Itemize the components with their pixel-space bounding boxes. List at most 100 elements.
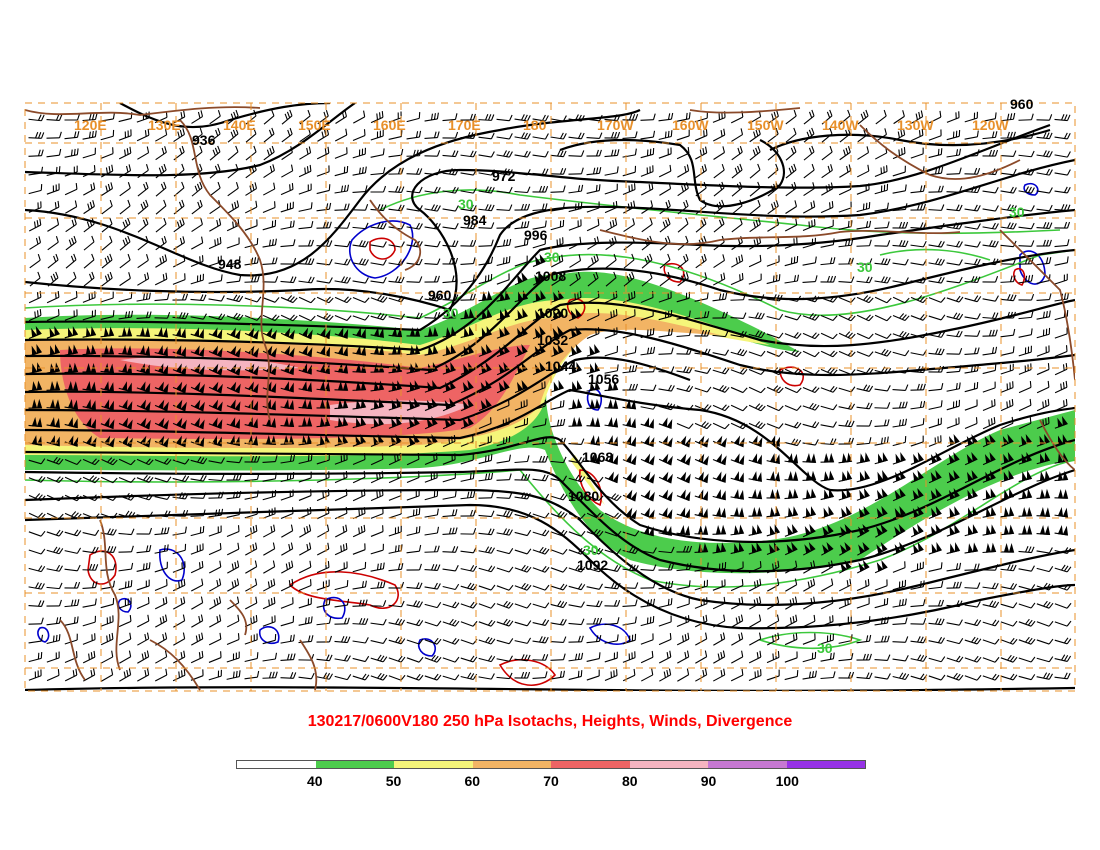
wind-barb xyxy=(731,199,743,215)
wind-barb xyxy=(640,165,654,177)
wind-barb xyxy=(514,238,529,248)
wind-barb xyxy=(784,255,799,267)
wind-barb xyxy=(640,130,656,140)
wind-barb xyxy=(478,132,495,140)
wind-barb xyxy=(1036,114,1053,121)
wind-barb xyxy=(785,127,797,143)
wind-barb xyxy=(442,168,459,176)
wind-barb xyxy=(1054,239,1070,248)
wind-barb xyxy=(155,235,167,251)
wind-barb xyxy=(964,186,981,194)
wind-barb xyxy=(316,221,332,229)
wind-barb xyxy=(316,296,334,304)
wind-barb xyxy=(101,271,113,287)
wind-barb xyxy=(154,293,170,302)
isotach-label: 30 xyxy=(1009,204,1025,220)
wind-barb xyxy=(64,113,81,121)
wind-barb xyxy=(874,258,891,266)
wind-barb xyxy=(784,237,798,249)
wind-barb xyxy=(568,236,582,250)
wind-barb xyxy=(101,217,113,233)
wind-barb xyxy=(964,241,981,248)
wind-barb xyxy=(928,110,942,124)
wind-barb xyxy=(550,168,567,175)
height-label-1080: 1080 xyxy=(568,488,599,504)
wind-barb xyxy=(227,109,239,125)
wind-barb xyxy=(406,312,423,320)
wind-barb xyxy=(622,291,636,304)
wind-barb xyxy=(245,127,257,143)
wind-barb xyxy=(316,146,330,160)
wind-barb xyxy=(280,239,296,248)
wind-barb xyxy=(478,113,495,121)
wind-barb xyxy=(28,131,45,139)
wind-barb xyxy=(659,182,672,196)
wind-barb xyxy=(226,274,242,284)
wind-barb xyxy=(749,163,761,179)
wind-barb xyxy=(424,326,439,338)
wind-barb xyxy=(730,273,744,286)
wind-barb xyxy=(119,164,132,178)
isotach-label: 30 xyxy=(817,640,833,656)
wind-barb xyxy=(334,296,352,304)
wind-barb xyxy=(532,151,549,158)
wind-barb xyxy=(370,312,388,321)
wind-barb xyxy=(460,257,476,265)
wind-barb xyxy=(802,237,816,249)
wind-barb xyxy=(191,110,204,124)
wind-barb xyxy=(749,128,761,143)
wind-barb xyxy=(803,145,815,161)
wind-barb xyxy=(640,291,654,303)
wind-barb xyxy=(1054,204,1071,212)
height-label-948: 948 xyxy=(218,256,242,272)
wind-barb xyxy=(263,127,275,143)
wind-barb xyxy=(46,200,60,214)
wind-barb xyxy=(784,218,798,232)
wind-barb xyxy=(262,327,277,340)
wind-barb xyxy=(1000,112,1016,122)
wind-barb xyxy=(587,236,600,250)
wind-barb xyxy=(586,308,600,322)
wind-barb xyxy=(928,148,943,159)
wind-barb xyxy=(155,217,167,233)
wind-barb xyxy=(532,133,549,140)
wind-barb xyxy=(172,254,186,268)
wind-barb xyxy=(209,218,222,232)
wind-barb xyxy=(587,271,599,287)
wind-barb xyxy=(101,182,113,196)
wind-barb xyxy=(748,312,765,320)
wind-barb xyxy=(928,204,945,211)
wind-barb xyxy=(298,276,315,284)
wind-barb xyxy=(766,313,784,321)
wind-barb xyxy=(568,184,584,194)
wind-barb xyxy=(605,271,617,287)
wind-barb xyxy=(155,199,167,215)
wind-barb xyxy=(29,271,41,287)
wind-barb xyxy=(892,165,906,177)
wind-barb xyxy=(478,256,494,266)
wind-barb xyxy=(622,327,636,339)
wind-barb xyxy=(370,185,387,193)
wind-barb xyxy=(623,253,635,269)
wind-barb xyxy=(262,276,279,283)
wind-barb xyxy=(586,132,603,140)
wind-barb xyxy=(568,114,585,122)
wind-barb xyxy=(821,164,833,179)
wind-barb xyxy=(749,145,761,161)
wind-barb xyxy=(982,112,997,122)
wind-barb xyxy=(28,290,42,304)
wind-barb xyxy=(946,240,963,248)
wind-barb xyxy=(604,114,621,122)
wind-barb xyxy=(370,294,388,303)
wind-barb xyxy=(514,290,529,303)
wind-barb xyxy=(676,112,691,122)
wind-barb xyxy=(334,165,349,177)
wind-barb xyxy=(640,147,655,159)
wind-barb xyxy=(209,110,221,125)
wind-barb xyxy=(460,204,477,212)
wind-barb xyxy=(569,271,581,287)
wind-barb xyxy=(137,235,149,251)
wind-barb xyxy=(785,163,797,179)
height-label-1044: 1044 xyxy=(545,358,576,374)
wind-barb xyxy=(1054,114,1071,122)
